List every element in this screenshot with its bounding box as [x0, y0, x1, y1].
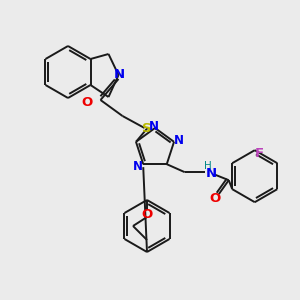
Text: N: N	[133, 160, 143, 173]
Text: O: O	[141, 208, 153, 220]
Text: O: O	[209, 192, 220, 205]
Text: N: N	[174, 134, 184, 147]
Text: O: O	[81, 95, 92, 109]
Text: N: N	[206, 167, 217, 180]
Text: S: S	[142, 122, 151, 136]
Text: N: N	[114, 68, 125, 82]
Text: F: F	[255, 147, 264, 160]
Text: H: H	[204, 161, 212, 171]
Text: N: N	[149, 121, 159, 134]
